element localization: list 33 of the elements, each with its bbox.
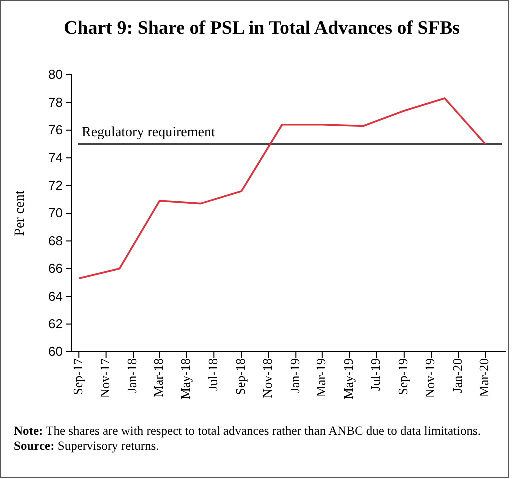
y-tick-label: 64	[48, 288, 63, 304]
y-tick-label: 72	[48, 178, 63, 193]
x-tick-label: May-19	[340, 358, 356, 400]
x-tick-label: Nov-17	[97, 358, 112, 398]
x-tick-label: Nov-19	[422, 358, 438, 398]
x-tick-label: Jul-19	[368, 358, 383, 391]
x-tick-label: May-18	[178, 358, 194, 400]
x-tick-label: Sep-17	[70, 358, 86, 396]
y-tick-label: 74	[48, 150, 63, 166]
x-tick-label: Mar-19	[314, 358, 329, 398]
x-tick-label: Mar-20	[476, 358, 492, 398]
y-axis-title: Per cent	[13, 190, 28, 236]
x-tick-label: Jan-20	[450, 358, 465, 394]
x-tick-label: Nov-18	[260, 358, 276, 398]
text: Note: The shares are with respect to total advances rather than ANBC due to data limitations.	[14, 424, 481, 438]
x-tick-label: Jul-18	[205, 358, 220, 391]
x-tick-label: Sep-19	[396, 358, 411, 396]
y-tick-label: 76	[48, 122, 63, 138]
y-tick-label: 62	[48, 316, 63, 332]
x-tick-label: Sep-18	[232, 358, 248, 396]
x-tick-label: Jan-18	[124, 358, 140, 394]
ref-line-label: Regulatory requirement	[82, 125, 216, 140]
line-series	[78, 98, 486, 280]
y-tick-label: 80	[48, 67, 63, 82]
x-tick-label: Jan-19	[287, 358, 302, 394]
chart-title: Chart 9: Share of PSL in Total Advances of SFBs	[64, 18, 460, 39]
y-tick-label: 60	[48, 344, 63, 360]
y-tick-label: 78	[48, 94, 63, 110]
y-tick-label: 68	[48, 233, 63, 248]
y-tick-label: 70	[48, 206, 63, 221]
x-tick-label: Mar-18	[150, 358, 166, 398]
source-note: Source: Supervisory returns.	[14, 439, 160, 453]
y-tick-label: 66	[48, 261, 63, 276]
